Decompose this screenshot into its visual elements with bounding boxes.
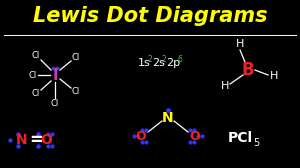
Text: 1s: 1s: [138, 58, 151, 68]
Text: Cl: Cl: [32, 52, 40, 60]
Text: 6: 6: [177, 54, 182, 64]
Text: 2: 2: [148, 54, 153, 64]
Text: Cl: Cl: [51, 99, 59, 109]
Text: I: I: [52, 69, 58, 83]
Text: B: B: [242, 61, 254, 79]
Text: Cl: Cl: [72, 87, 80, 95]
Text: N: N: [162, 111, 174, 125]
Text: =: =: [29, 131, 43, 149]
Text: H: H: [270, 71, 278, 81]
Text: PCl: PCl: [228, 131, 253, 145]
Text: O: O: [136, 130, 146, 142]
Text: Cl: Cl: [32, 90, 40, 98]
Text: Lewis Dot Diagrams: Lewis Dot Diagrams: [33, 6, 267, 26]
Text: H: H: [221, 81, 229, 91]
Text: 2s: 2s: [152, 58, 165, 68]
Text: 2p: 2p: [166, 58, 180, 68]
Text: N: N: [16, 133, 28, 147]
Text: 2: 2: [162, 54, 167, 64]
Text: Cl: Cl: [72, 53, 80, 62]
Text: O: O: [40, 133, 52, 147]
Text: O: O: [190, 130, 200, 142]
Text: 5: 5: [253, 138, 259, 148]
Text: Cl: Cl: [29, 71, 37, 79]
Text: H: H: [236, 39, 244, 49]
